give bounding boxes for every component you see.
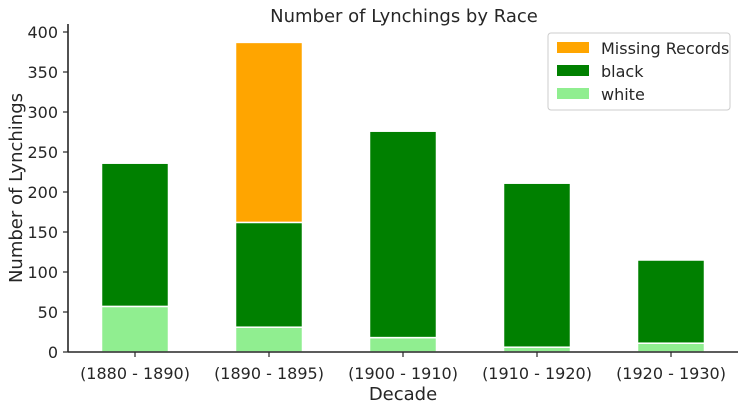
y-tick-label: 400 [27,23,58,42]
bar-white-4 [636,342,706,353]
y-axis-ticks: 0 50 100 150 200 250 300 350 400 [27,23,68,362]
legend-label-missing-records: Missing Records [601,39,729,58]
bar-black-0 [100,162,170,308]
bar-black-4 [636,259,706,344]
y-tick-label: 300 [27,103,58,122]
bar-white-0 [100,305,170,353]
x-axis-label: Decade [369,384,437,405]
x-tick-label: (1900 - 1910) [348,364,458,383]
bar-white-2 [368,336,438,353]
legend-swatch-black [557,65,589,76]
legend-swatch-white [557,88,589,99]
y-axis-label: Number of Lynchings [6,93,27,283]
bar-white-1 [234,326,304,353]
y-tick-label: 250 [27,143,58,162]
x-tick-label: (1890 - 1895) [214,364,324,383]
legend: Missing Records black white [547,32,731,111]
bar-black-3 [502,182,572,348]
bar-black-1 [234,221,304,328]
y-tick-label: 350 [27,63,58,82]
legend-swatch-missing-records [557,42,589,53]
legend-label-black: black [601,62,644,81]
bars-group [100,41,706,353]
legend-frame [547,32,731,111]
bar-black-2 [368,130,438,339]
y-tick-label: 150 [27,223,58,242]
y-tick-label: 200 [27,183,58,202]
x-tick-label: (1880 - 1890) [80,364,190,383]
y-tick-label: 50 [38,303,58,322]
y-tick-label: 100 [27,263,58,282]
x-axis-ticks: (1880 - 1890) (1890 - 1895) (1900 - 1910) (… [80,352,726,383]
x-tick-label: (1920 - 1930) [616,364,726,383]
y-tick-label: 0 [48,343,58,362]
bar-missing-records-1 [234,41,304,224]
chart-title: Number of Lynchings by Race [270,6,538,27]
x-tick-label: (1910 - 1920) [482,364,592,383]
legend-label-white: white [601,85,645,104]
